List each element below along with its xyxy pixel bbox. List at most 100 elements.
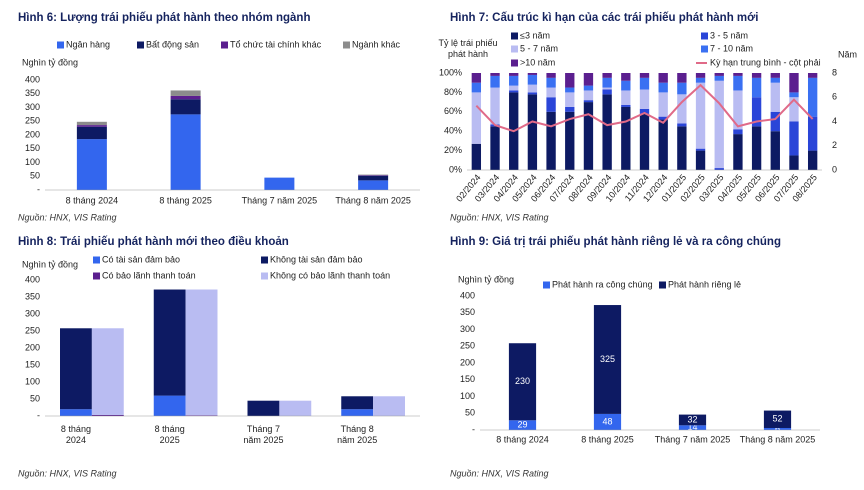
bar [751,77,762,98]
x-tick-label: 8 tháng 2025 [154,424,185,445]
x-tick-label: 8 tháng 2025 [581,434,634,444]
bar [471,143,482,170]
bar [695,73,706,78]
y-axis-label: Nghìn tỷ đồng [22,57,78,67]
bar [789,92,799,98]
legend-label: ≤3 năm [520,30,550,40]
legend-label: Tổ chức tài chính khác [230,39,322,49]
data-label: 6 [775,423,780,433]
legend-swatch [93,272,100,280]
data-label: 14 [687,422,697,432]
legend-swatch [701,32,708,40]
bar [621,105,631,107]
bar [527,92,538,95]
bar [639,73,650,78]
legend-swatch [261,272,268,280]
bar [185,289,218,416]
legend-label: Bất động sản [146,39,199,49]
bar [583,90,594,101]
bar [358,175,389,176]
y2-tick-label: 4 [832,116,837,126]
bar [621,90,631,106]
bar [733,129,743,135]
bar [770,111,780,132]
source: Nguồn: HNX, VIS Rating [450,212,549,222]
source: Nguồn: HNX, VIS Rating [18,212,117,222]
legend-swatch [511,45,518,53]
x-tick-label: 8 tháng 2024 [60,424,91,445]
chart: Hình 8: Trái phiếu phát hành mới theo đi… [18,236,420,478]
legend-label: Ngân hàng [66,39,110,49]
bar [695,150,706,170]
y-axis-label: Tỷ lệ trái phiếu phát hành [438,38,498,59]
bar [583,102,594,170]
x-tick-label: Tháng 8 năm 2025 [740,434,816,444]
data-label: 29 [517,420,527,430]
bar [583,100,594,103]
bar [546,111,556,170]
bar [565,106,575,112]
bar [789,155,799,170]
bar [770,73,780,78]
bar [527,94,538,170]
legend-label: Không có bảo lãnh thanh toán [270,270,390,280]
bar [789,97,799,122]
bar [583,73,594,86]
bar [639,77,650,90]
bar [373,396,405,416]
bar [602,94,612,170]
legend-swatch [659,281,666,289]
bar [247,400,280,416]
bar [490,87,500,125]
legend-label: Kỳ hạn trung bình - cột phải [710,57,821,67]
bar [170,90,201,96]
bar [807,77,818,117]
bar [677,126,687,170]
legend-label: Có tài sản đảm bảo [102,254,180,264]
bar [471,82,482,93]
y-tick-label: 350 [25,291,40,301]
y-tick-label: 400 [25,74,40,84]
bar [91,414,124,416]
x-tick-label: 8 tháng 2025 [159,195,212,205]
bar [602,87,612,90]
bar [602,77,612,88]
bar [527,84,538,93]
bar [621,106,631,170]
chart-title: Hình 7: Cấu trúc kì hạn của các trái phi… [450,12,759,24]
legend-swatch [343,41,350,49]
bar [508,420,537,430]
y-tick-label: 350 [25,88,40,98]
label-box: Tháng 7 năm 2025 [243,424,283,445]
bar [546,77,556,88]
bar [264,177,295,190]
bar [807,150,818,170]
bar [546,97,556,112]
bar [509,90,519,93]
bar [602,89,612,95]
bar [508,343,537,421]
bar [714,80,724,169]
legend-swatch [93,256,100,264]
y-tick-label: - [37,410,40,420]
y-tick-label: 250 [25,116,40,126]
y-tick-label: 60% [444,106,462,116]
bar [751,73,762,78]
bar [695,82,706,149]
y-tick-label: 100 [460,391,475,401]
bar [527,74,538,85]
legend-label: 3 - 5 năm [710,30,748,40]
y-tick-label: 50 [30,171,40,181]
y-axis-label: Nghìn tỷ đồng [458,274,514,284]
bar [733,90,743,130]
y-tick-label: 20% [444,145,462,155]
bar [658,73,668,83]
bar [751,97,762,127]
bar [153,395,186,416]
bar [358,174,389,176]
bar [789,73,799,93]
y-tick-label: 200 [460,357,475,367]
bar [678,414,707,426]
bar [658,82,668,93]
bar [763,427,792,430]
